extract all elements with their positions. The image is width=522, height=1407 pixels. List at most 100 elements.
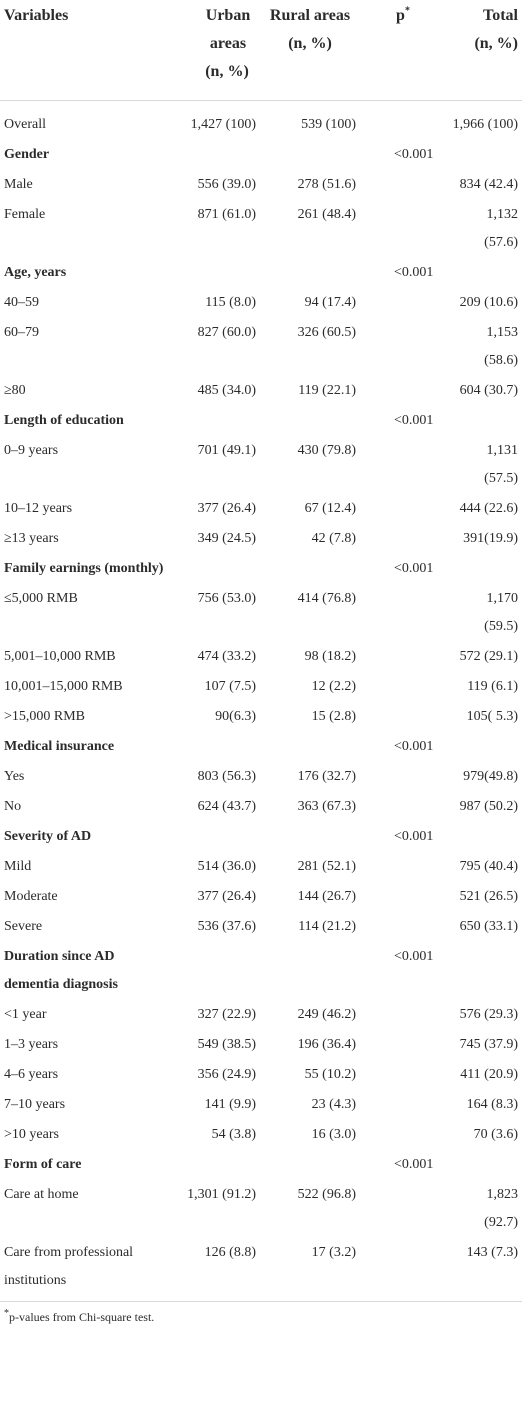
table-cell: 115 (8.0) (168, 288, 260, 318)
cell-text: <0.001 (394, 413, 434, 428)
table: Variables Urban areas (n, %) Rural areas (n,… (0, 0, 522, 1301)
cell-text: 987 (50.2) (459, 799, 518, 814)
cell-text: 377 (26.4) (197, 501, 256, 516)
table-cell: 795 (40.4) (446, 852, 522, 882)
column-title: Total (483, 7, 518, 24)
cell-text: 5,001–10,000 RMB (4, 649, 116, 664)
table-cell (360, 1000, 446, 1030)
table-cell (360, 288, 446, 318)
table-cell: 5,001–10,000 RMB (0, 642, 168, 672)
cell-text: 54 (3.8) (211, 1127, 256, 1142)
table-cell: 414 (76.8) (260, 584, 360, 642)
table-cell (168, 942, 260, 1000)
table-cell (360, 762, 446, 792)
cell-text: 356 (24.9) (197, 1067, 256, 1082)
table-cell: 42 (7.8) (260, 524, 360, 554)
column-unit: (n, %) (288, 35, 332, 52)
table-cell: ≤5,000 RMB (0, 584, 168, 642)
table-cell: 40–59 (0, 288, 168, 318)
cell-text: 141 (9.9) (204, 1097, 256, 1112)
cell-text: 249 (46.2) (297, 1007, 356, 1022)
cell-text: 90(6.3) (215, 709, 256, 724)
table-cell: 249 (46.2) (260, 1000, 360, 1030)
table-cell (260, 822, 360, 852)
table-header: Variables Urban areas (n, %) Rural areas (n,… (0, 0, 522, 101)
table-cell (360, 852, 446, 882)
table-row: 10–12 years 377 (26.4) 67 (12.4) 444 (22.6) (0, 494, 522, 524)
table-cell (260, 258, 360, 288)
table-cell: 522 (96.8) (260, 1180, 360, 1238)
footnote-mark: * (4, 1308, 9, 1319)
table-cell: 803 (56.3) (168, 762, 260, 792)
column-header: p* (360, 0, 446, 101)
cell-text: ≤5,000 RMB (4, 591, 78, 606)
cell-text: Care from professional institutions (4, 1245, 134, 1288)
table-cell: 17 (3.2) (260, 1238, 360, 1301)
cell-text: 521 (26.5) (459, 889, 518, 904)
cell-text: 624 (43.7) (197, 799, 256, 814)
table-row: 5,001–10,000 RMB 474 (33.2) 98 (18.2) 572 (… (0, 642, 522, 672)
table-cell: 1,966 (100) (446, 101, 522, 141)
table-row: Moderate 377 (26.4) 144 (26.7) 521 (26.5) (0, 882, 522, 912)
table-cell (360, 912, 446, 942)
table-row: Form of care <0.001 (0, 1150, 522, 1180)
table-cell: 15 (2.8) (260, 702, 360, 732)
table-cell: 23 (4.3) (260, 1090, 360, 1120)
table-cell: Yes (0, 762, 168, 792)
cell-text: <0.001 (394, 265, 434, 280)
table-cell: 281 (52.1) (260, 852, 360, 882)
table-cell: 119 (6.1) (446, 672, 522, 702)
table-cell (360, 584, 446, 642)
table-cell: 650 (33.1) (446, 912, 522, 942)
cell-text: 1,132 (57.6) (484, 207, 518, 250)
table-cell (360, 318, 446, 376)
table-row: 7–10 years 141 (9.9) 23 (4.3) 164 (8.3) (0, 1090, 522, 1120)
cell-text: Mild (4, 859, 32, 874)
table-cell (360, 170, 446, 200)
table-row: Male 556 (39.0) 278 (51.6) 834 (42.4) (0, 170, 522, 200)
cell-text: 745 (37.9) (459, 1037, 518, 1052)
table-cell: 391(19.9) (446, 524, 522, 554)
cell-text: 871 (61.0) (197, 207, 256, 222)
table-cell: 701 (49.1) (168, 436, 260, 494)
column-unit: (n, %) (474, 35, 518, 52)
table-cell: 549 (38.5) (168, 1030, 260, 1060)
table-row: Severe 536 (37.6) 114 (21.2) 650 (33.1) (0, 912, 522, 942)
table-cell: 377 (26.4) (168, 882, 260, 912)
cell-text: 701 (49.1) (197, 443, 256, 458)
table-cell: Gender (0, 140, 168, 170)
table-cell: 444 (22.6) (446, 494, 522, 524)
column-header: Variables (0, 0, 168, 101)
table-cell: 126 (8.8) (168, 1238, 260, 1301)
table-cell (360, 1238, 446, 1301)
cell-text: Duration since AD dementia diagnosis (4, 949, 118, 992)
cell-text: 539 (100) (301, 117, 356, 132)
cell-text: 1–3 years (4, 1037, 59, 1052)
cell-text: Family earnings (monthly) (4, 561, 164, 576)
cell-text: Severe (4, 919, 43, 934)
cell-text: 23 (4.3) (311, 1097, 356, 1112)
cell-text: 391(19.9) (463, 531, 518, 546)
table-cell: 114 (21.2) (260, 912, 360, 942)
table-cell: 54 (3.8) (168, 1120, 260, 1150)
cell-text: Length of education (4, 413, 124, 428)
table-cell: <1 year (0, 1000, 168, 1030)
table-cell: 60–79 (0, 318, 168, 376)
cell-text: 1,153 (58.6) (484, 325, 518, 368)
cell-text: 363 (67.3) (297, 799, 356, 814)
cell-text: ≥80 (4, 383, 26, 398)
cell-text: Care at home (4, 1187, 79, 1202)
cell-text: 650 (33.1) (459, 919, 518, 934)
cell-text: 414 (76.8) (297, 591, 356, 606)
column-header: Total (n, %) (446, 0, 522, 101)
cell-text: Severity of AD (4, 829, 92, 844)
table-cell: Severe (0, 912, 168, 942)
table-cell (360, 1060, 446, 1090)
table-cell: 1,132 (57.6) (446, 200, 522, 258)
cell-text: 803 (56.3) (197, 769, 256, 784)
table-cell: 1,131 (57.5) (446, 436, 522, 494)
table-cell (168, 140, 260, 170)
table-cell: Medical insurance (0, 732, 168, 762)
cell-text: 1,131 (57.5) (484, 443, 518, 486)
table-cell: 377 (26.4) (168, 494, 260, 524)
